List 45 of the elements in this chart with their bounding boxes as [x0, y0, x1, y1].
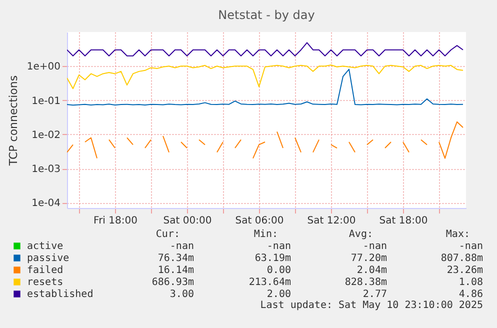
text: Max: [446, 229, 470, 240]
text: 807.88m [440, 253, 483, 264]
text: -nan [170, 241, 194, 252]
legend-label: active [27, 241, 64, 252]
text: 213.64m [248, 277, 291, 288]
x-tick-label: Sat 12:00 [307, 216, 356, 226]
y-tick-label: 1e+00 [26, 62, 60, 73]
text: 2.04m [356, 265, 387, 276]
text: 3.00 [170, 289, 194, 300]
y-tick-label: 1e-02 [32, 130, 60, 141]
y-axis-title: TCP connections [6, 75, 20, 167]
text: 1.08 [458, 277, 483, 288]
text: 63.19m [254, 253, 291, 264]
text: 16.14m [158, 265, 194, 276]
y-tick-label: 1e-03 [32, 164, 60, 176]
x-tick-label: Sat 18:00 [379, 216, 428, 226]
text: Last update: Sat May 10 23:10:00 2025 [260, 300, 483, 311]
x-tick-label: Fri 18:00 [94, 216, 138, 226]
text: 4.86 [458, 289, 483, 300]
legend-label: resets [27, 277, 64, 288]
text: 828.38m [344, 277, 387, 288]
text: Min: [254, 229, 278, 240]
x-tick-label: Sat 00:00 [163, 216, 212, 226]
text: 76.34m [158, 253, 194, 264]
text: Avg: [348, 229, 373, 240]
text: 0.00 [266, 265, 291, 276]
y-tick-label: 1e-04 [32, 198, 60, 210]
chart-title: Netstat - by day [218, 8, 315, 22]
text: Cur: [156, 229, 180, 240]
text: 686.93m [152, 277, 194, 288]
x-tick-label: Sat 06:00 [235, 216, 284, 226]
text: 2.00 [266, 289, 291, 300]
text: 77.20m [350, 253, 387, 264]
legend-label: established [27, 289, 94, 300]
legend-label: failed [27, 265, 64, 276]
text: 23.26m [446, 265, 483, 276]
text: -nan [458, 241, 483, 252]
text: -nan [266, 241, 291, 252]
line-series [67, 64, 464, 90]
legend-label: passive [27, 253, 70, 264]
y-tick-label: 1e-01 [32, 96, 60, 107]
text: 2.77 [362, 289, 387, 300]
line-series [67, 42, 464, 56]
line-series [67, 68, 464, 106]
text: -nan [362, 241, 387, 252]
